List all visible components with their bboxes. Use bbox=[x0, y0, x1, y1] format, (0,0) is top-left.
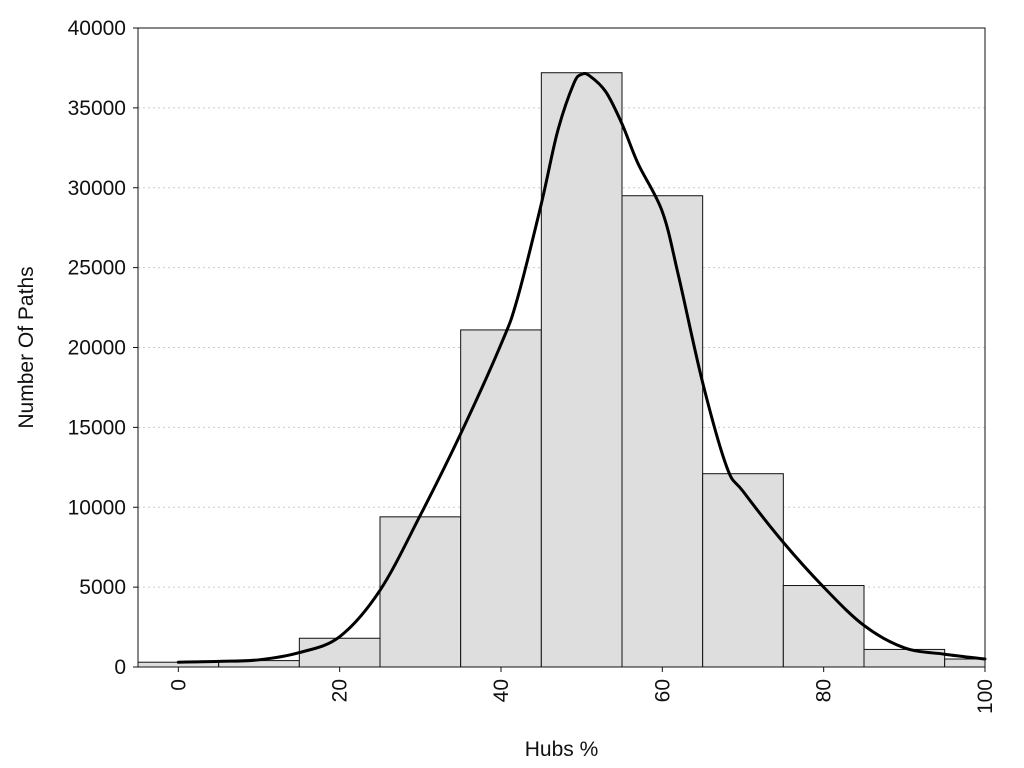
x-axis-ticks: 0 20 40 60 80 100 bbox=[167, 667, 997, 714]
histogram-bar bbox=[460, 329, 542, 668]
y-tick-label: 30000 bbox=[68, 177, 126, 200]
x-tick-label: 40 bbox=[490, 679, 513, 702]
y-tick-label: 35000 bbox=[68, 97, 126, 120]
y-tick-label: 10000 bbox=[68, 496, 126, 519]
y-axis-ticks: 0 5000 10000 15000 20000 25000 30000 35000 40000 bbox=[68, 17, 138, 679]
histogram-bar bbox=[298, 637, 381, 668]
y-tick-label: 25000 bbox=[68, 257, 126, 280]
histogram-bar bbox=[621, 195, 704, 668]
histogram-bars bbox=[137, 72, 986, 668]
x-tick-label: 60 bbox=[651, 679, 674, 702]
y-tick-label: 20000 bbox=[68, 337, 126, 360]
density-curve-layer bbox=[176, 71, 987, 664]
x-tick-label: 100 bbox=[974, 679, 997, 714]
y-tick-label: 0 bbox=[114, 656, 126, 679]
histogram-bar bbox=[379, 516, 462, 668]
histogram-bar bbox=[782, 585, 865, 668]
y-axis-title: Number Of Paths bbox=[15, 266, 38, 428]
histogram-bar bbox=[702, 473, 784, 668]
y-tick-label: 40000 bbox=[68, 17, 126, 40]
density-curve bbox=[176, 71, 987, 664]
histogram-bar bbox=[944, 658, 986, 668]
x-tick-label: 80 bbox=[813, 679, 836, 702]
grid-lines bbox=[138, 107, 985, 588]
x-axis-title: Hubs % bbox=[525, 738, 599, 761]
y-tick-label: 15000 bbox=[68, 416, 126, 439]
histogram-bar bbox=[540, 72, 623, 668]
x-tick-label: 0 bbox=[167, 679, 190, 691]
y-tick-label: 5000 bbox=[79, 576, 126, 599]
x-tick-label: 20 bbox=[329, 679, 352, 702]
